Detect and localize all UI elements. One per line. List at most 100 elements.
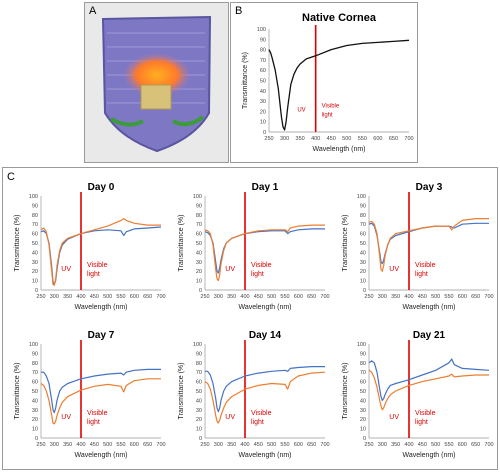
y-tick-label: 10	[260, 120, 266, 126]
x-tick-label: 700	[484, 294, 493, 300]
chart-title: Day 1	[252, 182, 279, 193]
series-line-2	[40, 217, 161, 286]
y-tick-label: 0	[263, 130, 266, 136]
y-tick-label: 20	[196, 417, 202, 423]
x-axis-label: Wavelength (nm)	[402, 452, 455, 459]
visible-light-annotation: Visible	[87, 410, 108, 417]
x-tick-label: 350	[63, 442, 72, 448]
x-axis-label: Wavelength (nm)	[402, 304, 455, 311]
y-tick-label: 70	[360, 222, 366, 228]
x-tick-label: 500	[103, 442, 112, 448]
y-tick-label: 60	[32, 380, 38, 386]
x-tick-label: 350	[63, 294, 72, 300]
x-tick-label: 700	[484, 442, 493, 448]
visible-light-annotation: light	[87, 419, 100, 426]
x-axis-label: Wavelength (nm)	[74, 304, 127, 311]
series-line-2	[40, 378, 161, 425]
day-14-chart: Day 14 0 10 20 30 40 50 60 70 80 90 100 250 300 350 400…	[178, 330, 330, 459]
y-tick-label: 20	[360, 269, 366, 275]
chart-title: Day 3	[416, 182, 443, 193]
x-tick-label: 650	[307, 442, 316, 448]
visible-light-annotation: light	[415, 419, 428, 426]
y-axis-label: Transmittance (%)	[14, 215, 21, 272]
y-tick-label: 30	[360, 408, 366, 414]
x-tick-label: 400	[404, 442, 413, 448]
series-line-2	[368, 217, 489, 272]
y-tick-label: 60	[32, 232, 38, 238]
x-tick-label: 250	[200, 442, 209, 448]
x-tick-label: 450	[254, 442, 263, 448]
x-tick-label: 300	[214, 442, 223, 448]
x-tick-label: 650	[307, 294, 316, 300]
uv-annotation: UV	[389, 414, 399, 421]
x-tick-label: 250	[36, 294, 45, 300]
x-tick-label: 300	[50, 442, 59, 448]
y-tick-label: 100	[29, 194, 38, 200]
visible-light-annotation: Visible	[322, 103, 340, 109]
y-tick-label: 90	[260, 37, 266, 43]
x-tick-label: 700	[320, 294, 329, 300]
panel-b-label: B	[235, 5, 243, 17]
x-tick-label: 300	[378, 442, 387, 448]
x-tick-label: 250	[264, 136, 273, 142]
visible-light-annotation: Visible	[415, 410, 436, 417]
y-tick-label: 30	[196, 260, 202, 266]
uv-annotation: UV	[389, 266, 399, 273]
y-tick-label: 30	[196, 408, 202, 414]
chart-title: Native Cornea	[302, 12, 377, 24]
x-tick-label: 250	[364, 294, 373, 300]
y-tick-label: 100	[193, 194, 202, 200]
x-tick-label: 300	[378, 294, 387, 300]
x-tick-label: 500	[342, 136, 351, 142]
series-line-1	[41, 368, 161, 414]
uv-annotation: UV	[225, 266, 235, 273]
x-tick-label: 600	[373, 136, 382, 142]
y-tick-label: 90	[32, 351, 38, 357]
x-tick-label: 350	[296, 136, 305, 142]
y-tick-label: 90	[32, 203, 38, 209]
y-tick-label: 0	[199, 288, 202, 294]
y-tick-label: 30	[32, 260, 38, 266]
x-axis-label: Wavelength (nm)	[312, 146, 365, 153]
y-tick-label: 10	[32, 427, 38, 433]
y-tick-label: 80	[196, 213, 202, 219]
x-tick-label: 700	[156, 442, 165, 448]
x-tick-label: 600	[130, 294, 139, 300]
x-tick-label: 300	[50, 294, 59, 300]
series-line-2	[204, 371, 326, 424]
y-tick-label: 50	[360, 241, 366, 247]
y-tick-label: 70	[196, 370, 202, 376]
y-tick-label: 90	[196, 203, 202, 209]
y-tick-label: 100	[29, 342, 38, 348]
x-tick-label: 550	[444, 442, 453, 448]
visible-light-annotation: Visible	[415, 262, 436, 269]
y-tick-label: 70	[32, 370, 38, 376]
x-tick-label: 600	[458, 442, 467, 448]
x-tick-label: 400	[76, 294, 85, 300]
y-tick-label: 30	[32, 408, 38, 414]
x-tick-label: 600	[130, 442, 139, 448]
y-tick-label: 20	[196, 269, 202, 275]
y-tick-label: 0	[363, 288, 366, 294]
y-tick-label: 50	[32, 389, 38, 395]
y-tick-label: 20	[260, 109, 266, 115]
y-tick-label: 10	[32, 279, 38, 285]
x-tick-label: 450	[418, 294, 427, 300]
visible-light-annotation: light	[322, 112, 333, 118]
y-tick-label: 100	[357, 342, 366, 348]
x-tick-label: 700	[404, 136, 413, 142]
x-tick-label: 550	[116, 294, 125, 300]
y-tick-label: 40	[196, 398, 202, 404]
x-tick-label: 400	[240, 442, 249, 448]
day-7-chart: Day 7 0 10 20 30 40 50 60 70 80 90 100 250 300 350 400 4…	[14, 330, 166, 459]
native-cornea-chart: Native Cornea 0 10 20 30 40 50 60 70 80 90 100 250 30…	[242, 12, 414, 153]
x-tick-label: 650	[389, 136, 398, 142]
x-tick-label: 350	[391, 294, 400, 300]
series-line-2	[368, 369, 489, 411]
y-tick-label: 40	[32, 398, 38, 404]
series-line-1	[268, 39, 410, 131]
x-tick-label: 500	[267, 294, 276, 300]
y-tick-label: 70	[32, 222, 38, 228]
y-tick-label: 30	[260, 99, 266, 105]
chart-title: Day 14	[249, 330, 282, 341]
